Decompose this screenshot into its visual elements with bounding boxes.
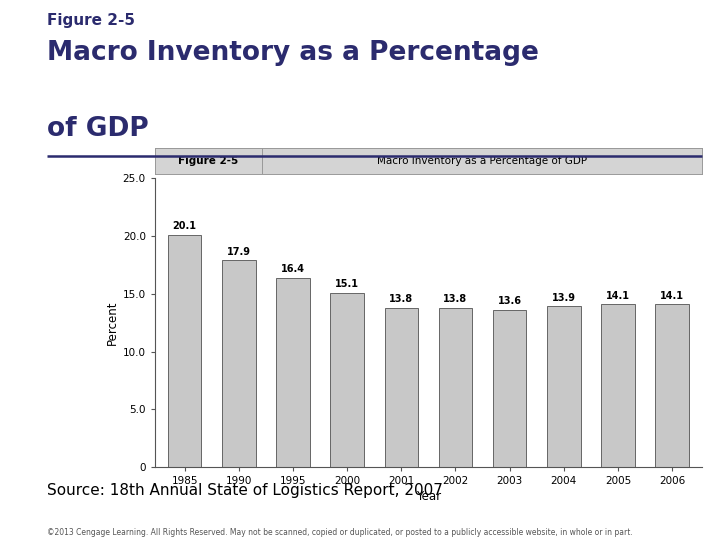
Bar bbox=[222, 260, 256, 467]
Bar bbox=[493, 310, 526, 467]
Text: 14.1: 14.1 bbox=[606, 291, 630, 301]
Bar bbox=[438, 308, 472, 467]
Bar bbox=[655, 304, 689, 467]
Text: 13.8: 13.8 bbox=[444, 294, 467, 304]
Text: Macro Inventory as a Percentage of GDP: Macro Inventory as a Percentage of GDP bbox=[377, 156, 587, 166]
Bar bbox=[330, 293, 364, 467]
Text: 14.1: 14.1 bbox=[660, 291, 684, 301]
Text: 13.9: 13.9 bbox=[552, 293, 576, 303]
Bar bbox=[601, 304, 635, 467]
Text: ©2013 Cengage Learning. All Rights Reserved. May not be scanned, copied or dupli: ©2013 Cengage Learning. All Rights Reser… bbox=[47, 528, 633, 537]
Text: 16.4: 16.4 bbox=[281, 264, 305, 274]
Text: of GDP: of GDP bbox=[47, 116, 148, 142]
Text: 13.6: 13.6 bbox=[498, 296, 522, 307]
Bar bbox=[168, 235, 202, 467]
X-axis label: Year: Year bbox=[416, 490, 441, 503]
Text: Figure 2-5: Figure 2-5 bbox=[47, 14, 135, 29]
Bar bbox=[276, 278, 310, 467]
Bar bbox=[384, 308, 418, 467]
Text: 17.9: 17.9 bbox=[227, 247, 251, 257]
Text: 15.1: 15.1 bbox=[335, 279, 359, 289]
Text: Source: 18th Annual State of Logistics Report, 2007: Source: 18th Annual State of Logistics R… bbox=[47, 483, 443, 498]
Text: 20.1: 20.1 bbox=[173, 221, 197, 231]
Text: 13.8: 13.8 bbox=[390, 294, 413, 304]
Bar bbox=[547, 307, 580, 467]
Text: Macro Inventory as a Percentage: Macro Inventory as a Percentage bbox=[47, 40, 539, 66]
Text: Figure 2-5: Figure 2-5 bbox=[178, 156, 238, 166]
Y-axis label: Percent: Percent bbox=[106, 300, 119, 345]
